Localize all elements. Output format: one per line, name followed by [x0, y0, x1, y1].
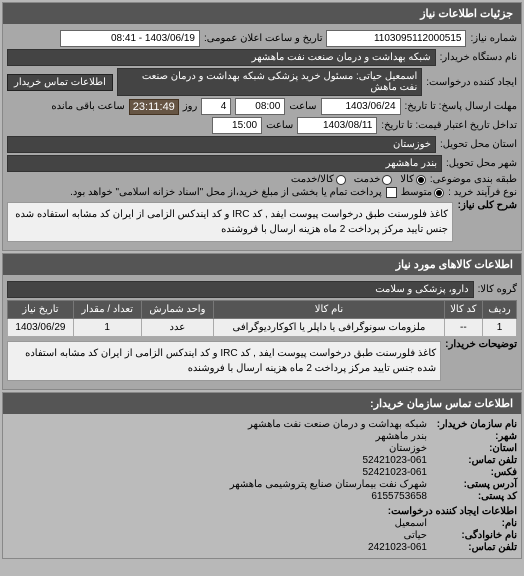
address-label: آدرس پستی: [427, 479, 517, 490]
col-name: نام کالا [214, 301, 444, 319]
treasury-checkbox-label: پرداخت تمام یا بخشی از مبلغ خرید،از محل … [70, 187, 382, 198]
col-index: ردیف [483, 301, 517, 319]
province-label: استان محل تحویل: [440, 139, 517, 150]
city-label: شهر محل تحویل: [446, 158, 517, 169]
packaging-radio-group: کالا خدمت کالا/خدمت [291, 174, 426, 185]
deadline-date: 1403/06/24 [321, 98, 401, 115]
postal-label: کد پستی: [427, 491, 517, 502]
c-province-label: استان: [427, 443, 517, 454]
items-panel: اطلاعات کالاهای مورد نیاز گروه کالا: دار… [2, 253, 522, 390]
contact-button[interactable]: اطلاعات تماس خریدار [7, 74, 113, 91]
details-header: جزئیات اطلاعات نیاز [3, 3, 521, 24]
requester-value: اسمعیل حیاتی: مسئول خرید پزشکی شبکه بهدا… [117, 68, 422, 96]
deadline-time: 08:00 [235, 98, 285, 115]
fax-value: 52421023-061 [362, 467, 427, 478]
lname-value: حیاتی [404, 530, 427, 541]
address-value: شهرک نفت بیمارستان صنایع پتروشیمی ماهشهر [230, 479, 427, 490]
process-type-group: متوسط [401, 187, 444, 198]
province-value: خوزستان [7, 136, 436, 153]
packaging-option-0[interactable]: کالا [400, 174, 426, 185]
phone-label: تلفن تماس: [427, 455, 517, 466]
credit-date: 1403/08/11 [297, 117, 377, 134]
req-number-label: شماره نیاز: [470, 33, 517, 44]
credit-time: 15:00 [212, 117, 262, 134]
org-label: نام سازمان خریدار: [427, 419, 517, 430]
cphone-value: 2421023-061 [368, 542, 427, 553]
fname-label: نام: [427, 518, 517, 529]
packaging-label: طبقه بندی موضوعی: [430, 174, 517, 185]
col-code: کد کالا [444, 301, 482, 319]
org-value: شبکه بهداشت و درمان صنعت نفت ماهشهر [248, 419, 427, 430]
col-unit: واحد شمارش [141, 301, 214, 319]
col-qty: تعداد / مقدار [73, 301, 141, 319]
postal-value: 6155753658 [371, 491, 427, 502]
cell-qty: 1 [73, 319, 141, 337]
buyer-name-label: نام دستگاه خریدار: [440, 52, 517, 63]
deadline-label: مهلت ارسال پاسخ: تا تاریخ: [405, 101, 517, 112]
cell-unit: عدد [141, 319, 214, 337]
general-desc-label: شرح کلی نیاز: [457, 200, 517, 211]
buyer-name-value: شبکه بهداشت و درمان صنعت نفت ماهشهر [7, 49, 436, 66]
requester-label: ایجاد کننده درخواست: [426, 77, 517, 88]
city-value: بندر ماهشهر [7, 155, 442, 172]
process-type-label: نوع فرآیند خرید : [448, 187, 517, 198]
general-desc-text: کاغذ فلورسنت طبق درخواست پیوست ایفد , کد… [7, 202, 453, 242]
cell-index: 1 [483, 319, 517, 337]
cell-name: ملزومات سونوگرافی یا داپلر یا اکوکاردیوگ… [214, 319, 444, 337]
group-value: دارو، پزشکی و سلامت [7, 281, 474, 298]
cell-date: 1403/06/29 [8, 319, 74, 337]
buyer-notes-text: کاغذ فلورسنت طبق درخواست پیوست ایفد , کد… [7, 341, 441, 381]
process-option-0[interactable]: متوسط [401, 187, 444, 198]
c-province-value: خوزستان [389, 443, 427, 454]
fname-value: اسمعیل [395, 518, 427, 529]
credit-time-label: ساعت [266, 120, 293, 131]
deadline-days: 4 [201, 98, 231, 115]
group-label: گروه کالا: [478, 284, 517, 295]
lname-label: نام خانوادگی: [427, 530, 517, 541]
col-date: تاریخ نیاز [8, 301, 74, 319]
contact-header: اطلاعات تماس سازمان خریدار: [3, 393, 521, 414]
deadline-days-label: روز [183, 101, 198, 112]
fax-label: فکس: [427, 467, 517, 478]
deadline-remain-label: ساعت باقی مانده [51, 101, 124, 112]
contact-panel: اطلاعات تماس سازمان خریدار: نام سازمان خ… [2, 392, 522, 559]
packaging-option-1[interactable]: خدمت [354, 174, 393, 185]
items-table: ردیف کد کالا نام کالا واحد شمارش تعداد /… [7, 300, 517, 337]
req-number-value: 1103095112000515 [326, 30, 466, 47]
creator-header: اطلاعات ایجاد کننده درخواست: [337, 506, 517, 517]
radio-icon [434, 188, 444, 198]
radio-icon [336, 175, 346, 185]
credit-label: تداخل تاریخ اعتبار قیمت: تا تاریخ: [381, 120, 517, 131]
items-header: اطلاعات کالاهای مورد نیاز [3, 254, 521, 275]
cell-code: -- [444, 319, 482, 337]
packaging-option-2[interactable]: کالا/خدمت [291, 174, 346, 185]
radio-icon [382, 175, 392, 185]
deadline-remain: 23:11:49 [129, 99, 179, 115]
c-city-value: بندر ماهشهر [376, 431, 427, 442]
c-city-label: شهر: [427, 431, 517, 442]
deadline-time-label: ساعت [289, 101, 316, 112]
buyer-notes-label: توضیحات خریدار: [445, 339, 517, 350]
table-row: 1 -- ملزومات سونوگرافی یا داپلر یا اکوکا… [8, 319, 517, 337]
treasury-checkbox[interactable] [386, 187, 397, 198]
announce-date-value: 1403/06/19 - 08:41 [60, 30, 200, 47]
cphone-label: تلفن تماس: [427, 542, 517, 553]
announce-date-label: تاریخ و ساعت اعلان عمومی: [204, 33, 323, 44]
details-panel: جزئیات اطلاعات نیاز شماره نیاز: 11030951… [2, 2, 522, 251]
table-header-row: ردیف کد کالا نام کالا واحد شمارش تعداد /… [8, 301, 517, 319]
radio-icon [416, 175, 426, 185]
phone-value: 52421023-061 [362, 455, 427, 466]
